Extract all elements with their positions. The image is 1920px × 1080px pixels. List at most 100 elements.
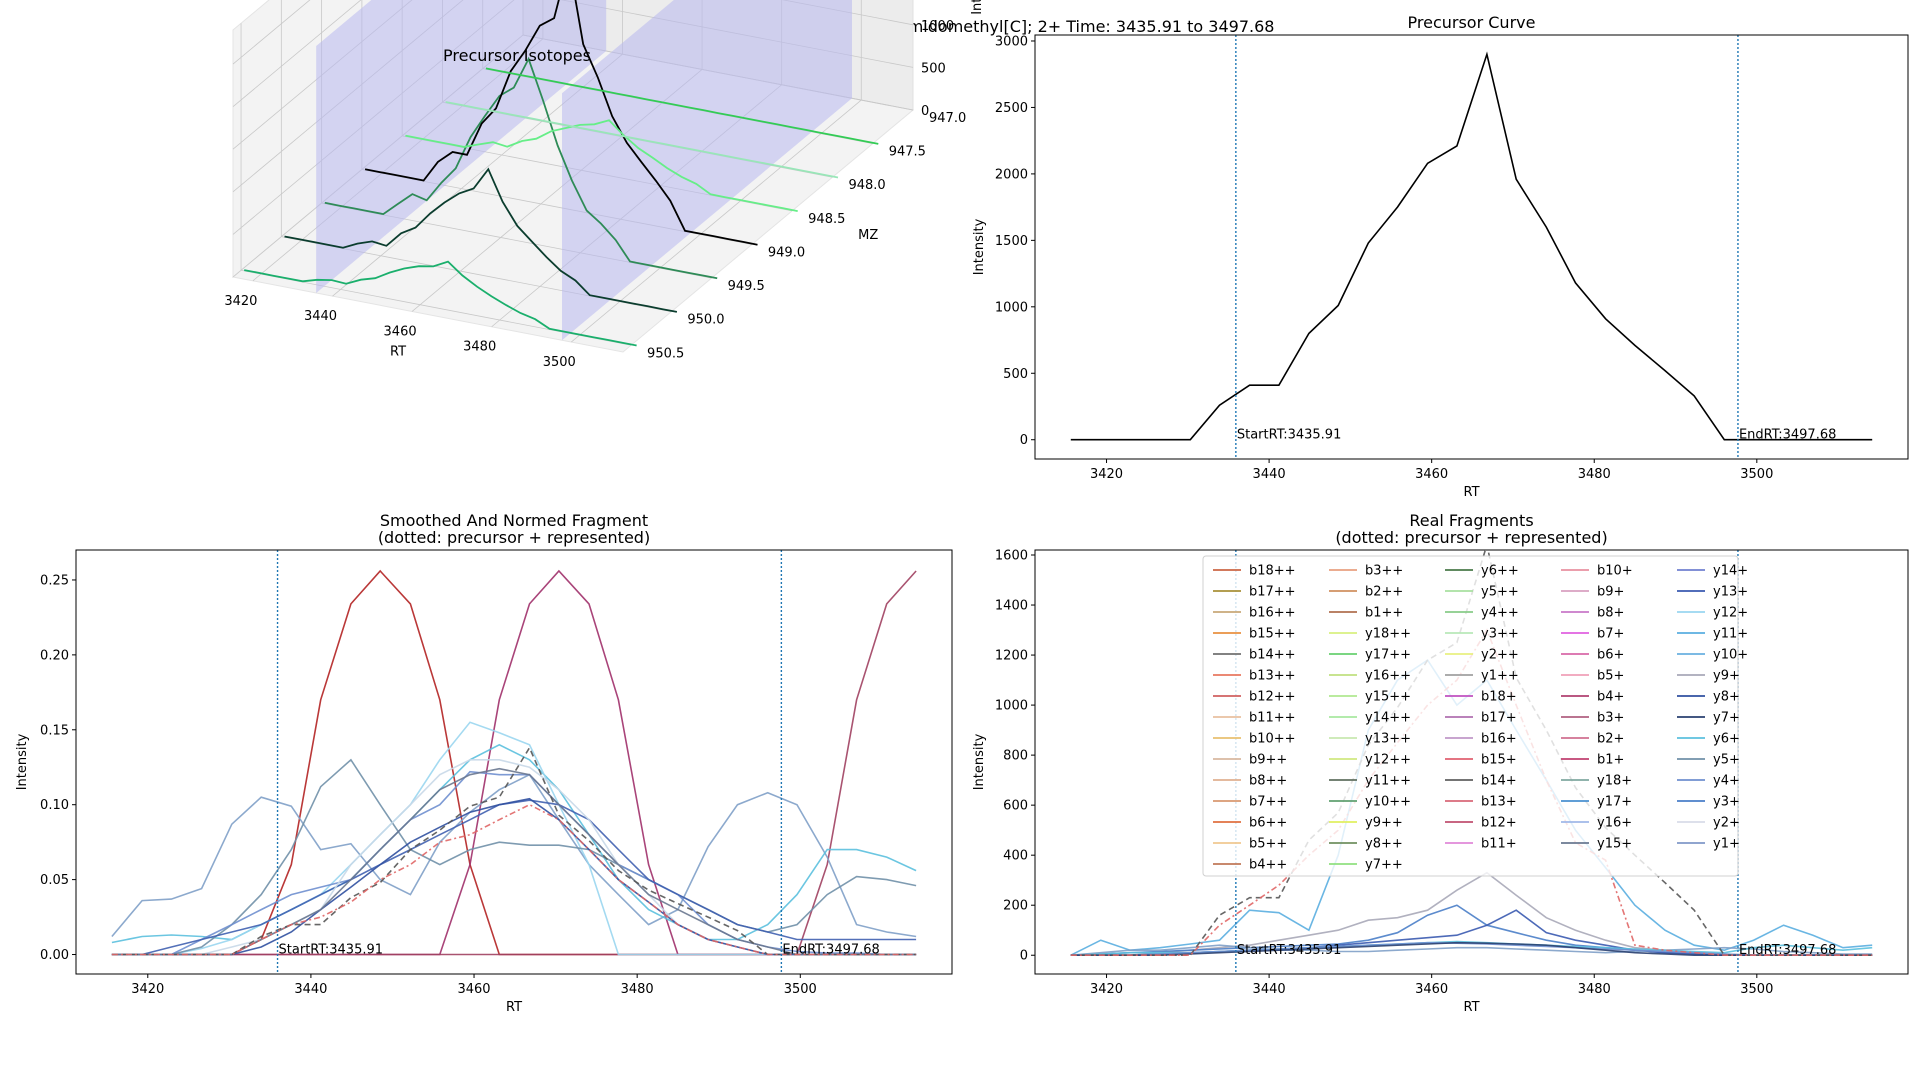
legend-label: b3++: [1365, 564, 1403, 579]
legend-label: y10+: [1713, 648, 1748, 663]
legend-label: b5+: [1597, 669, 1624, 684]
legend-label: y17++: [1365, 648, 1411, 663]
legend-label: b2+: [1597, 732, 1624, 747]
rt-tick-label: 3480: [463, 340, 496, 355]
legend-label: b12++: [1249, 690, 1296, 705]
legend-label: y9+: [1713, 669, 1740, 684]
rt-tick-label: 3460: [384, 324, 417, 339]
mz-tick-label: 950.0: [687, 313, 724, 328]
legend-label: b15++: [1249, 627, 1296, 642]
intensity-tick-label: 0: [921, 104, 929, 119]
y-tick-label: 1000: [995, 300, 1028, 315]
x-tick-label: 3500: [1740, 467, 1773, 482]
legend-label: y13++: [1365, 732, 1411, 747]
y-tick-label: 0.10: [40, 798, 69, 813]
axes-frame: [75, 549, 953, 975]
legend-label: y4++: [1481, 606, 1519, 621]
x-tick-label: 3460: [1415, 982, 1448, 997]
legend-label: y3++: [1481, 627, 1519, 642]
rt-axis-label: RT: [390, 345, 406, 360]
legend-label: b14++: [1249, 648, 1296, 663]
legend-label: y12+: [1713, 606, 1748, 621]
legend-label: y16+: [1597, 816, 1632, 831]
y-tick-label: 1200: [995, 649, 1028, 664]
start-rt-label: StartRT:3435.91: [1237, 943, 1342, 958]
y-axis-label: Intensity: [972, 733, 987, 790]
rt-tick-label: 3500: [543, 355, 576, 370]
intensity-tick-label: 1000: [921, 19, 954, 34]
end-rt-label: EndRT:3497.68: [1739, 943, 1836, 958]
end-rt-label: EndRT:3497.68: [1739, 428, 1836, 443]
series-line-y5+: [111, 758, 917, 956]
rt-tick-label: 3420: [224, 294, 257, 309]
legend-label: b15+: [1481, 753, 1517, 768]
mz-tick-label: 950.5: [647, 346, 684, 361]
y-tick-label: 400: [1003, 849, 1028, 864]
legend-label: y1++: [1481, 669, 1519, 684]
legend-label: b11+: [1481, 837, 1517, 852]
x-tick-label: 3480: [1578, 982, 1611, 997]
legend-label: b17++: [1249, 585, 1296, 600]
legend-label: b2++: [1365, 585, 1403, 600]
legend-label: y3+: [1713, 795, 1740, 810]
chart-title: Real Fragments: [1409, 511, 1533, 530]
mz-tick-label: 949.0: [768, 245, 805, 260]
legend-label: y15+: [1597, 837, 1632, 852]
legend-label: b4++: [1249, 858, 1287, 873]
rt-tick-label: 3440: [304, 309, 337, 324]
series-line-represented: [111, 803, 917, 956]
x-tick-label: 3460: [457, 982, 490, 997]
legend-label: y2++: [1481, 648, 1519, 663]
x-tick-label: 3440: [1253, 467, 1286, 482]
legend-label: y14+: [1713, 564, 1748, 579]
legend-label: y10++: [1365, 795, 1411, 810]
legend-label: y6++: [1481, 564, 1519, 579]
legend-label: b10+: [1597, 564, 1633, 579]
end-rt-plane: [562, 0, 852, 341]
mz-tick-label: 948.0: [848, 178, 885, 193]
isotope-trace-948.49: [405, 119, 798, 212]
isotope-trace-948.99: [364, 0, 758, 246]
x-tick-label: 3420: [1090, 467, 1123, 482]
x-tick-label: 3480: [621, 982, 654, 997]
legend-label: b16++: [1249, 606, 1296, 621]
end-rt-label: EndRT:3497.68: [782, 943, 879, 958]
legend-label: b18+: [1481, 690, 1517, 705]
legend-label: y14++: [1365, 711, 1411, 726]
legend-label: b18++: [1249, 564, 1296, 579]
series-line-y7+: [111, 767, 917, 956]
y-tick-label: 3000: [995, 34, 1028, 49]
legend-label: b17+: [1481, 711, 1517, 726]
isotope-trace-947.49: [485, 67, 879, 145]
legend-label: b13++: [1249, 669, 1296, 684]
y-tick-label: 0: [1020, 433, 1028, 448]
series-line-y1+: [111, 773, 917, 938]
legend-label: b9+: [1597, 585, 1624, 600]
x-tick-label: 3440: [1253, 982, 1286, 997]
legend-label: y5++: [1481, 585, 1519, 600]
x-tick-label: 3440: [294, 982, 327, 997]
y-tick-label: 1600: [995, 549, 1028, 564]
y-tick-label: 0.20: [40, 648, 69, 663]
grid-z-left: [232, 0, 362, 107]
mz-tick-label: 948.5: [808, 212, 845, 227]
y-tick-label: 0.05: [40, 873, 69, 888]
legend-label: b5++: [1249, 837, 1287, 852]
x-tick-label: 3420: [131, 982, 164, 997]
chart-subtitle: (dotted: precursor + represented): [1335, 528, 1607, 547]
y-tick-label: 0.15: [40, 723, 69, 738]
legend-box: [1202, 555, 1739, 877]
legend-label: b4+: [1597, 690, 1624, 705]
legend-label: b9++: [1249, 753, 1287, 768]
isotope-trace-947.99: [445, 101, 839, 179]
y-tick-label: 800: [1003, 749, 1028, 764]
legend-label: y6+: [1713, 732, 1740, 747]
legend-label: y18++: [1365, 627, 1411, 642]
x-tick-label: 3480: [1578, 467, 1611, 482]
mz-tick-label: 947.0: [929, 111, 966, 126]
chart-title: Precursor Isotopes: [443, 46, 591, 65]
legend-label: b1+: [1597, 753, 1624, 768]
y-tick-label: 1000: [995, 699, 1028, 714]
legend-label: b7++: [1249, 795, 1287, 810]
